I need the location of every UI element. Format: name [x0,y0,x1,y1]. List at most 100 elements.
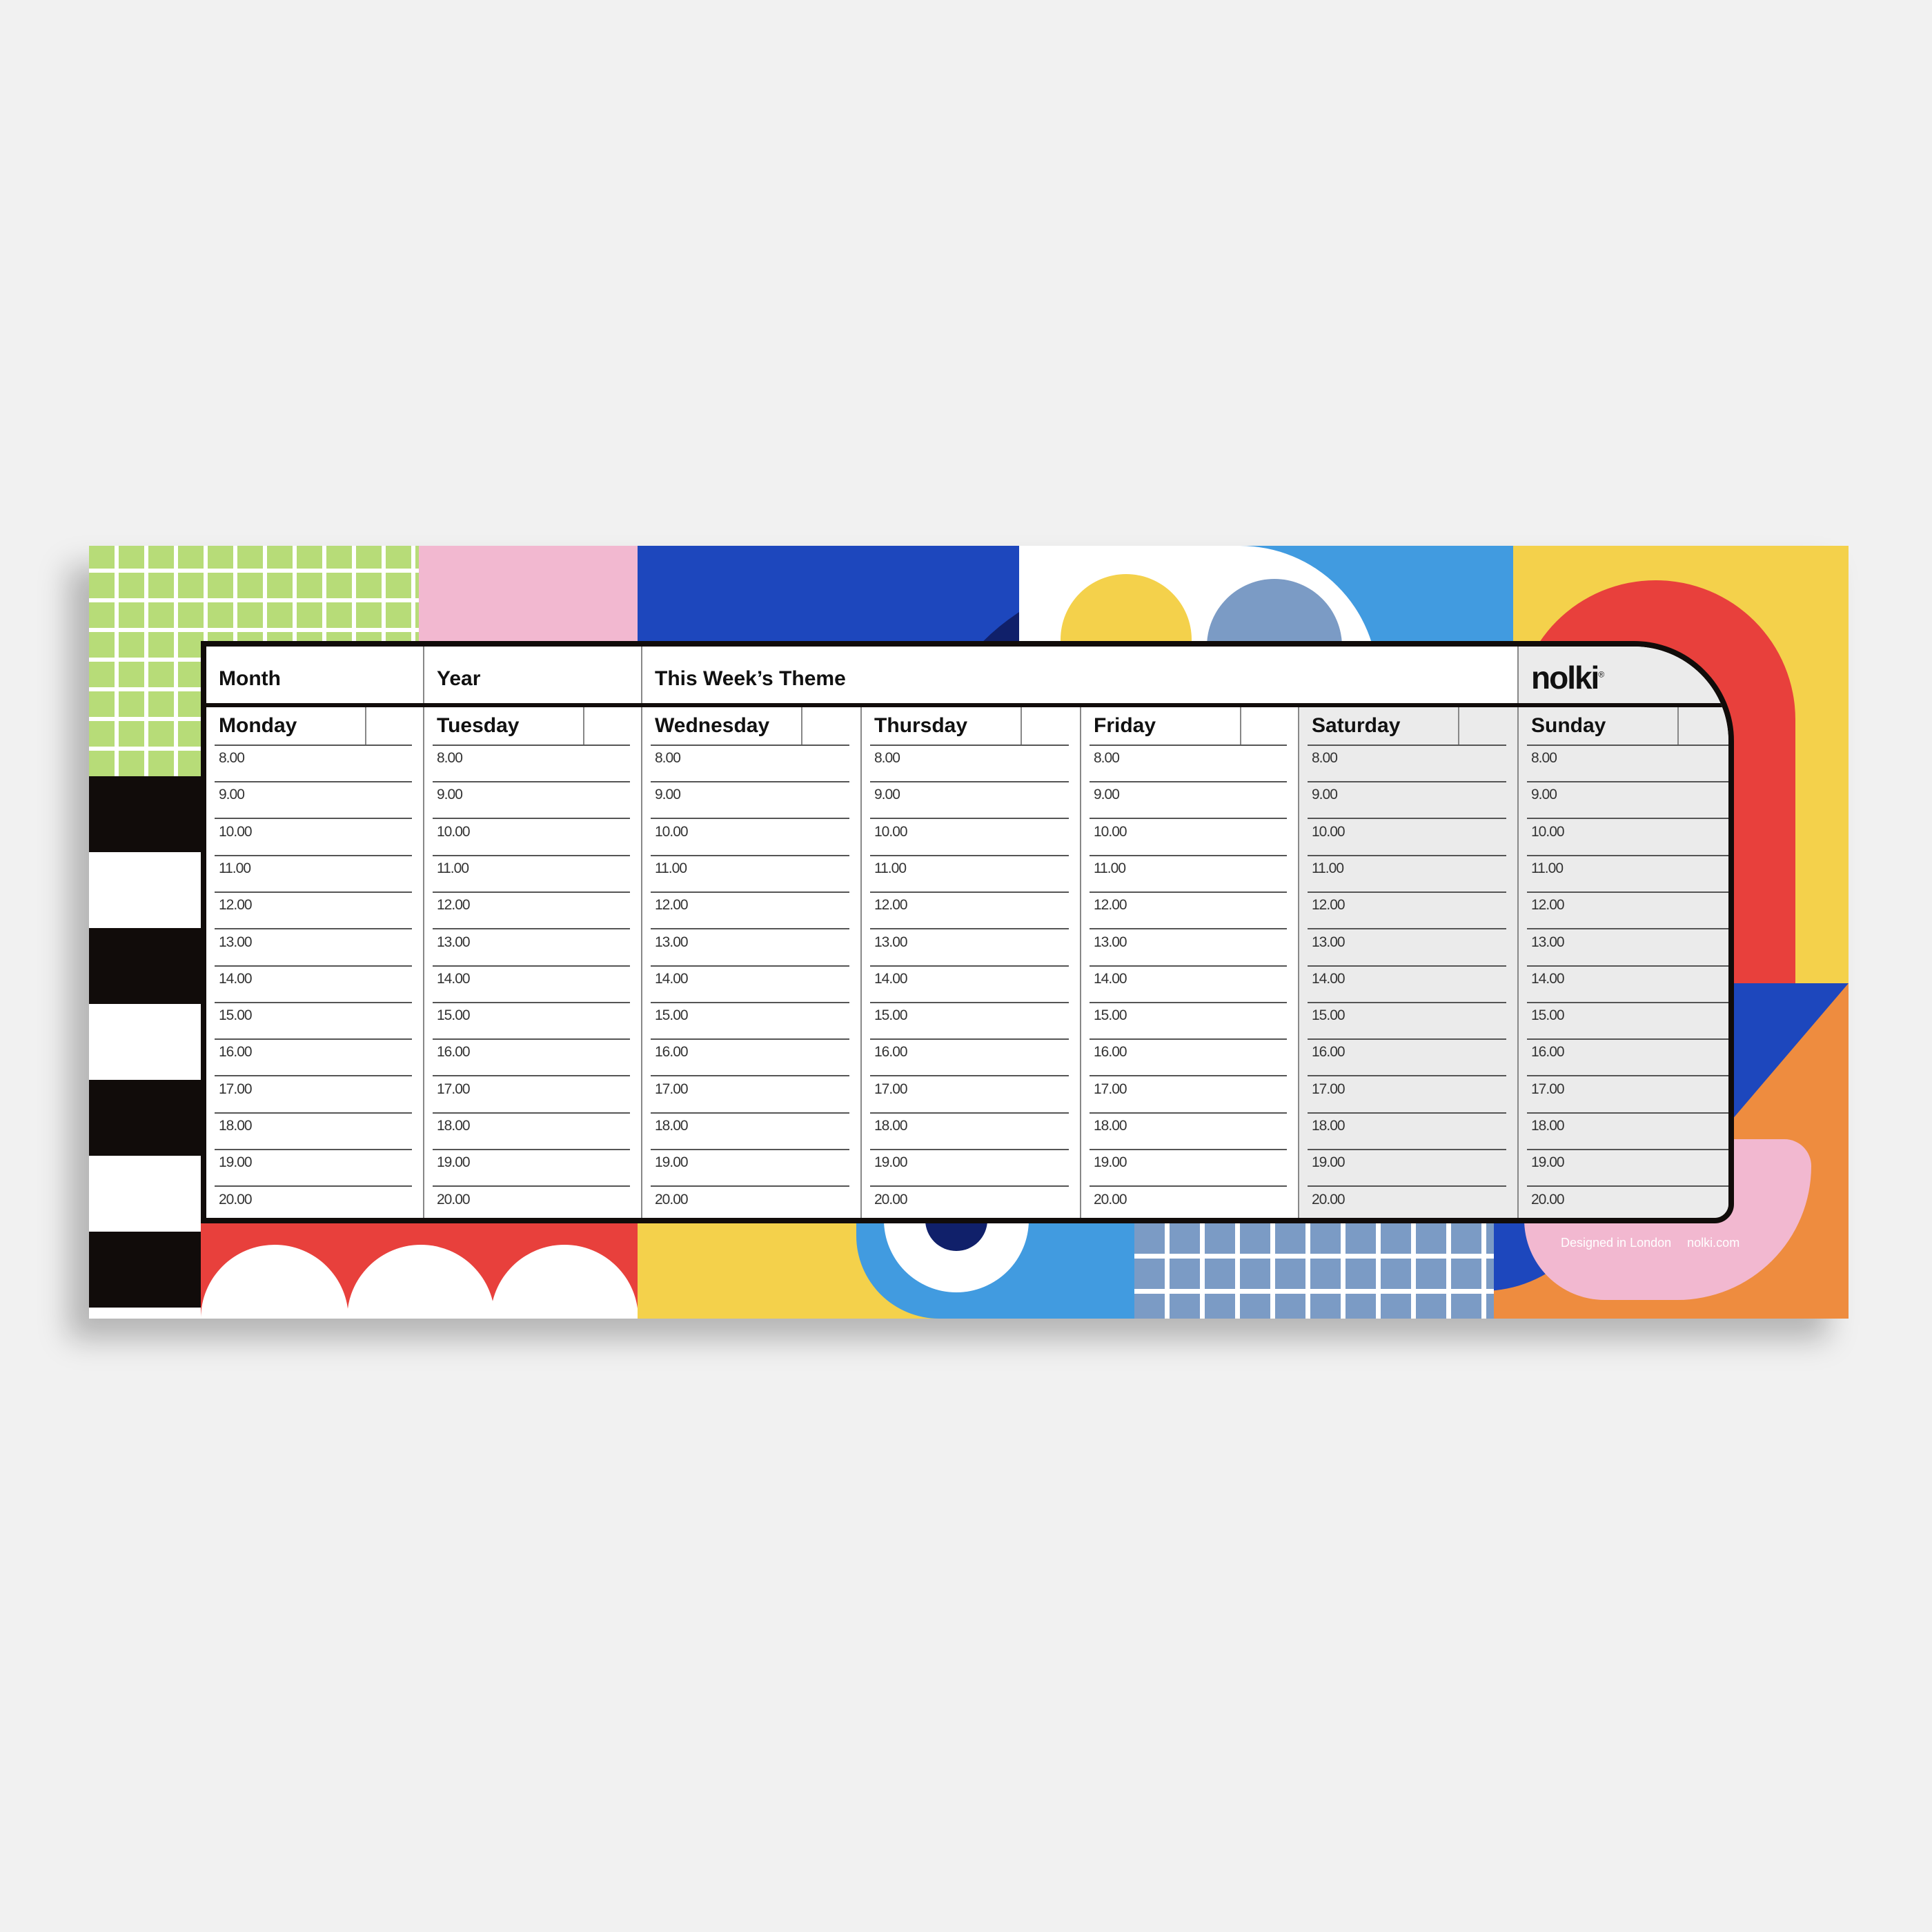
time-slot-label: 11.00 [219,860,251,876]
row-rule [1527,781,1728,782]
time-slot-label: 11.00 [655,860,687,876]
row-rule [1308,745,1506,746]
date-box-divider [1240,707,1241,745]
time-slot-label: 9.00 [874,787,900,803]
row-rule [1090,1075,1287,1077]
year-field[interactable]: Year [424,647,642,703]
date-box-divider [1677,707,1679,745]
row-rule [870,1185,1069,1187]
theme-label: This Week’s Theme [655,667,846,690]
row-rule [215,1185,412,1187]
day-name: Saturday [1312,714,1401,737]
row-rule [651,1001,849,1003]
day-name: Thursday [874,714,968,737]
light-blue-bottom-block [856,1223,1134,1319]
day-column-sunday[interactable]: Sunday 8.00 9.00 10.00 11.00 12.00 13.00 14.00 1… [1519,707,1728,1218]
time-slot-label: 17.00 [1531,1081,1565,1097]
row-rule [1090,1185,1287,1187]
time-slot-label: 9.00 [1094,787,1120,803]
website-link[interactable]: nolki.com [1687,1236,1740,1250]
row-rule [215,1149,412,1150]
time-slot-label: 13.00 [874,934,908,950]
row-rule [433,1185,630,1187]
time-slot-label: 12.00 [219,897,253,914]
month-label: Month [219,667,281,690]
row-rule [1308,928,1506,930]
time-slot-label: 20.00 [874,1191,908,1208]
day-column-saturday[interactable]: Saturday 8.00 9.00 10.00 11.00 12.00 13.00 14.0… [1299,707,1519,1218]
row-rule [433,1075,630,1077]
month-field[interactable]: Month [206,647,424,703]
time-slot-label: 8.00 [655,750,681,766]
time-slot-label: 15.00 [1531,1007,1565,1024]
day-name: Tuesday [437,714,520,737]
row-rule [870,1075,1069,1077]
row-rule [215,745,412,746]
time-slot-label: 19.00 [1531,1154,1565,1171]
date-box-divider [1021,707,1022,745]
time-slot-label: 20.00 [437,1191,471,1208]
time-slot-label: 18.00 [437,1118,471,1134]
time-slot-label: 20.00 [1312,1191,1346,1208]
row-rule [215,965,412,967]
time-slot-label: 14.00 [1312,970,1346,987]
time-slot-label: 9.00 [1531,787,1557,803]
day-column-wednesday[interactable]: Wednesday 8.00 9.00 10.00 11.00 12.00 13.00 14.… [642,707,862,1218]
yellow-block [638,1223,856,1319]
row-rule [1527,1112,1728,1114]
time-slot-label: 15.00 [437,1007,471,1024]
time-slot-label: 14.00 [219,970,253,987]
day-column-monday[interactable]: Monday 8.00 9.00 10.00 11.00 12.00 13.00 14.00 1… [206,707,424,1218]
date-box-divider [365,707,366,745]
row-rule [433,1149,630,1150]
day-column-thursday[interactable]: Thursday 8.00 9.00 10.00 11.00 12.00 13.00 14.0… [862,707,1081,1218]
row-rule [1527,745,1728,746]
time-slot-label: 16.00 [1312,1044,1346,1061]
white-semicircle [347,1245,495,1319]
brand-name: nolki [1531,660,1599,696]
time-slot-label: 8.00 [219,750,245,766]
day-name: Wednesday [655,714,770,737]
row-rule [651,1149,849,1150]
row-rule [215,928,412,930]
row-rule [1308,1185,1506,1187]
footer: Designed in London nolki.com [1561,1236,1752,1250]
row-rule [651,1038,849,1041]
time-slot-label: 18.00 [219,1118,253,1134]
brand-logo: nolki® [1519,647,1728,703]
time-slot-label: 12.00 [1312,897,1346,914]
time-slot-label: 13.00 [1312,934,1346,950]
time-slot-label: 10.00 [1312,823,1346,840]
row-rule [1090,745,1287,746]
time-slot-label: 14.00 [655,970,689,987]
time-slot-label: 8.00 [874,750,900,766]
theme-field[interactable]: This Week’s Theme [642,647,1519,703]
row-rule [215,1112,412,1114]
row-rule [1308,1075,1506,1077]
time-slot-label: 8.00 [1312,750,1338,766]
time-slot-label: 9.00 [1312,787,1338,803]
row-rule [1090,1038,1287,1041]
row-rule [1308,818,1506,820]
row-rule [215,891,412,893]
day-name: Sunday [1531,714,1606,737]
row-rule [651,965,849,967]
time-slot-label: 14.00 [874,970,908,987]
row-rule [1527,928,1728,930]
time-slot-label: 19.00 [437,1154,471,1171]
time-slot-label: 14.00 [1531,970,1565,987]
time-slot-label: 20.00 [655,1191,689,1208]
day-column-friday[interactable]: Friday 8.00 9.00 10.00 11.00 12.00 13.00 14.00 1… [1081,707,1299,1218]
row-rule [1527,1149,1728,1150]
row-rule [651,745,849,746]
time-slot-label: 10.00 [874,823,908,840]
row-rule [1308,965,1506,967]
time-slot-label: 17.00 [1312,1081,1346,1097]
time-slot-label: 16.00 [437,1044,471,1061]
time-slot-label: 19.00 [655,1154,689,1171]
time-slot-label: 9.00 [655,787,681,803]
row-rule [433,1112,630,1114]
day-column-tuesday[interactable]: Tuesday 8.00 9.00 10.00 11.00 12.00 13.00 14.00… [424,707,642,1218]
time-slot-label: 17.00 [437,1081,471,1097]
time-slot-label: 11.00 [874,860,907,876]
